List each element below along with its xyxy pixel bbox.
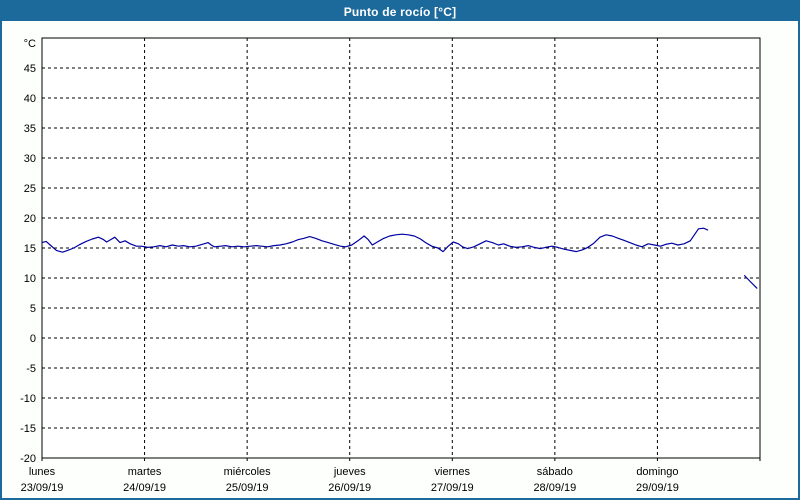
x-tick-label-date: 27/09/19 bbox=[431, 482, 474, 494]
y-tick-label: 10 bbox=[24, 273, 36, 285]
x-tick-label-date: 25/09/19 bbox=[226, 482, 269, 494]
x-tick-label-day: miércoles bbox=[224, 466, 272, 478]
y-axis-unit-label: °C bbox=[24, 38, 36, 50]
title-bar: Punto de rocío [°C] bbox=[2, 2, 798, 21]
series-line bbox=[744, 275, 758, 289]
dewpoint-chart: -20 -15 -10 -5 0 5 10 15 20 25 30 35 40 45 °C lunes 23/0… bbox=[20, 37, 761, 494]
x-tick-label-day: martes bbox=[128, 466, 162, 478]
y-tick-label: -10 bbox=[20, 393, 36, 405]
y-tick-label: 15 bbox=[24, 243, 36, 255]
y-tick-label: 0 bbox=[30, 333, 36, 345]
x-tick-label-day: domingo bbox=[636, 466, 678, 478]
y-tick-label: 20 bbox=[24, 213, 36, 225]
plot-border bbox=[41, 37, 761, 459]
x-tick-label-day: sábado bbox=[537, 466, 573, 478]
series-line bbox=[41, 227, 709, 253]
y-tick-label: -20 bbox=[20, 453, 36, 465]
y-tick-label: 45 bbox=[24, 63, 36, 75]
x-tick-label-date: 26/09/19 bbox=[328, 482, 371, 494]
y-tick-label: 40 bbox=[24, 93, 36, 105]
x-tick-label-day: lunes bbox=[29, 466, 56, 478]
plot-background bbox=[42, 38, 760, 458]
y-tick-label: -5 bbox=[26, 363, 36, 375]
x-tick-label-date: 29/09/19 bbox=[636, 482, 679, 494]
chart-panel: -20 -15 -10 -5 0 5 10 15 20 25 30 35 40 45 °C lunes 23/0… bbox=[2, 21, 798, 498]
x-tick-label-date: 24/09/19 bbox=[123, 482, 166, 494]
x-tick-label-date: 23/09/19 bbox=[21, 482, 64, 494]
chart-title: Punto de rocío [°C] bbox=[343, 4, 457, 19]
x-tick-label-date: 28/09/19 bbox=[533, 482, 576, 494]
y-tick-label: 25 bbox=[24, 183, 36, 195]
y-tick-label: 5 bbox=[30, 303, 36, 315]
x-tick-label-day: jueves bbox=[333, 466, 366, 478]
x-tick-label-day: viernes bbox=[435, 466, 471, 478]
y-tick-label: 35 bbox=[24, 123, 36, 135]
y-tick-label: -15 bbox=[20, 423, 36, 435]
y-tick-label: 30 bbox=[24, 153, 36, 165]
